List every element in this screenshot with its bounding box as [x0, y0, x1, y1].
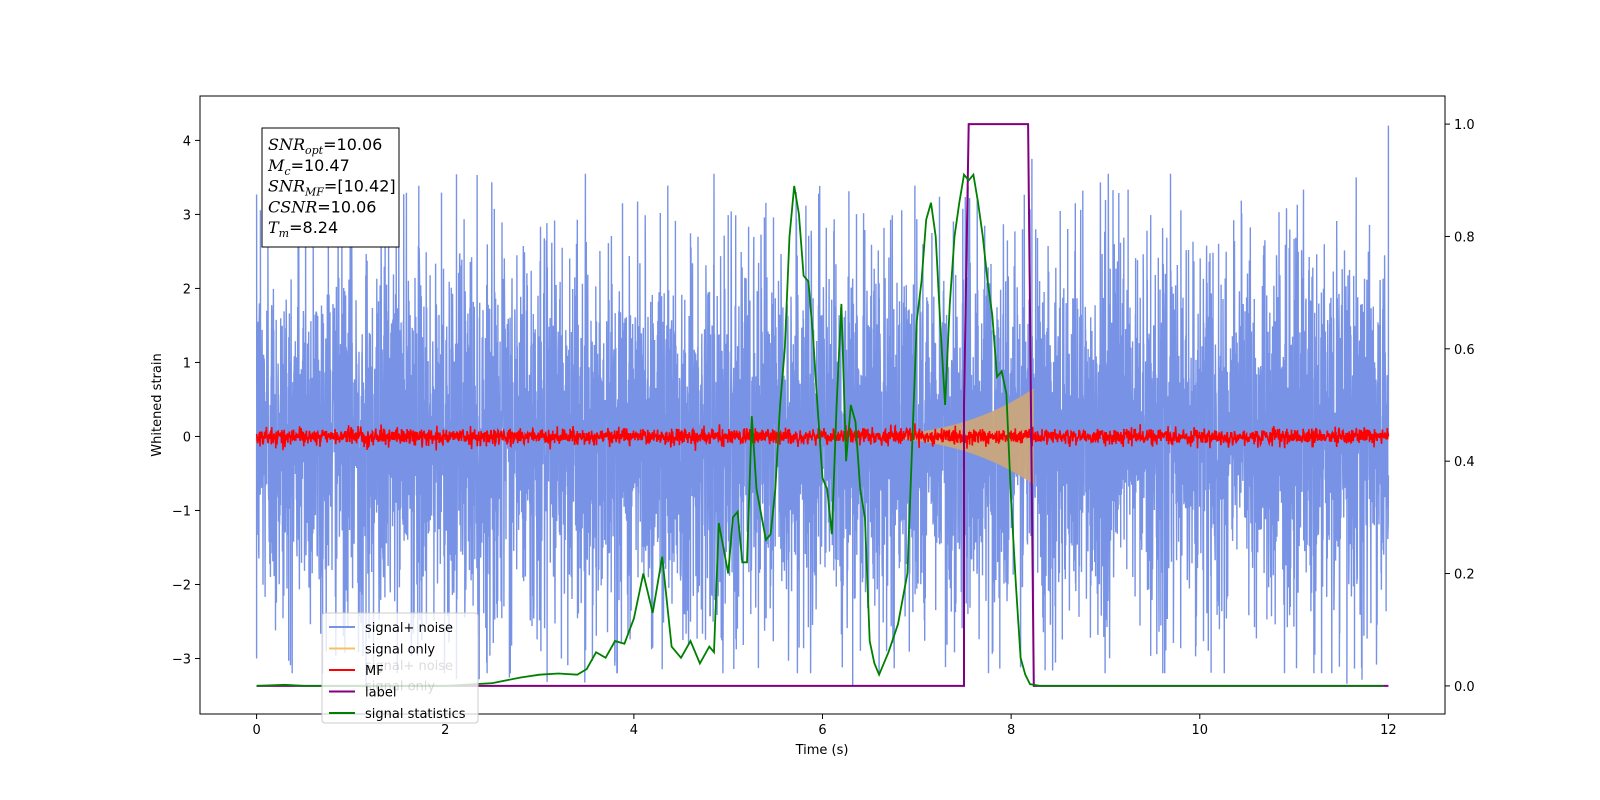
x-tick-label: 10 — [1191, 723, 1208, 738]
x-tick-label: 6 — [818, 723, 826, 738]
y-tick-left-label: 4 — [183, 134, 191, 149]
y-tick-left-label: −3 — [172, 652, 191, 667]
y-tick-left-label: −2 — [172, 578, 191, 593]
annotation-line: CSNR=10.06 — [268, 197, 376, 216]
y-tick-right-label: 0.4 — [1454, 455, 1475, 470]
legend-ghost-label: signal+ noise — [365, 659, 453, 674]
legend-label: signal statistics — [365, 707, 466, 722]
annotation-line: Tm=8.24 — [268, 218, 338, 240]
legend-label: signal+ noise — [365, 621, 453, 636]
annotation-line: SNRopt=10.06 — [268, 135, 382, 157]
y-tick-left-label: −1 — [172, 504, 191, 519]
x-tick-label: 4 — [630, 723, 638, 738]
x-tick-label: 8 — [1007, 723, 1015, 738]
y-tick-right-label: 0.2 — [1454, 568, 1475, 583]
series-signal-statistics — [256, 172, 1384, 687]
legend-label: signal only — [365, 643, 435, 658]
y-tick-left-label: 1 — [183, 356, 191, 371]
x-axis-label: Time (s) — [795, 743, 849, 758]
y-tick-left-label: 2 — [183, 282, 191, 297]
legend-label: label — [365, 686, 396, 701]
x-tick-label: 12 — [1380, 723, 1397, 738]
annotation-box: SNRopt=10.06Mc=10.47SNRMF=[10.42]CSNR=10… — [261, 127, 400, 248]
x-tick-label: 0 — [252, 723, 260, 738]
legend-frame — [321, 612, 479, 724]
annotation-line: Mc=10.47 — [267, 156, 350, 178]
legend-label: MF — [365, 664, 384, 679]
annotation-line: SNRMF=[10.42] — [268, 177, 396, 199]
legend-ghost-label: signal only — [365, 680, 435, 695]
y-axis-right: 0.0 0.2 0.4 0.6 0.8 1.0 — [1445, 118, 1475, 695]
series-label — [256, 123, 1389, 687]
y-tick-left-label: 0 — [183, 430, 191, 445]
plot-area — [255, 123, 1390, 689]
y-tick-right-label: 0.0 — [1454, 680, 1475, 695]
x-tick-label: 2 — [441, 723, 449, 738]
y-tick-right-label: 0.6 — [1454, 343, 1475, 358]
y-tick-right-label: 1.0 — [1454, 118, 1475, 133]
y-axis-left-label: Whitened strain — [150, 353, 165, 456]
series-mf — [255, 423, 1390, 451]
y-axis-left: −3 −2 −1 0 1 2 3 4 — [172, 134, 200, 667]
y-tick-right-label: 0.8 — [1454, 230, 1475, 245]
annotation-frame — [261, 127, 400, 248]
series-signal-noise — [255, 125, 1390, 689]
y-tick-left-label: 3 — [183, 208, 191, 223]
